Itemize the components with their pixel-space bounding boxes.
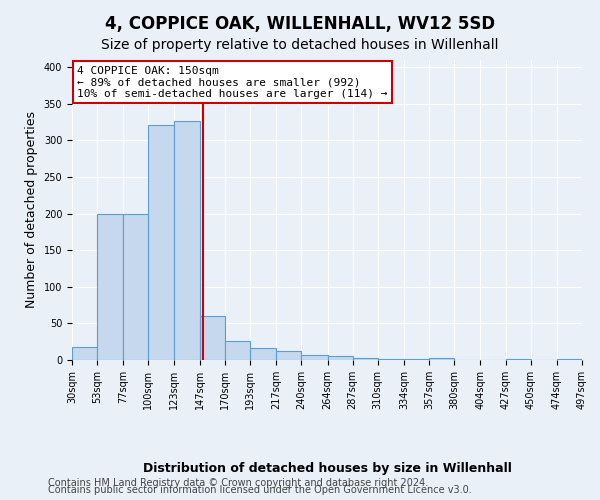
Text: Contains public sector information licensed under the Open Government Licence v3: Contains public sector information licen… (48, 485, 472, 495)
Y-axis label: Number of detached properties: Number of detached properties (25, 112, 38, 308)
Text: Size of property relative to detached houses in Willenhall: Size of property relative to detached ho… (101, 38, 499, 52)
Bar (250, 348, 276, 360)
Bar (506, 358, 530, 360)
Text: 4 COPPICE OAK: 150sqm
← 89% of detached houses are smaller (992)
10% of semi-det: 4 COPPICE OAK: 150sqm ← 89% of detached … (77, 66, 388, 99)
Bar (301, 355, 328, 360)
Bar (276, 351, 301, 360)
Text: Contains HM Land Registry data © Crown copyright and database right 2024.: Contains HM Land Registry data © Crown c… (48, 478, 428, 488)
Bar (97, 214, 124, 360)
Bar (148, 125, 173, 360)
Bar (173, 122, 200, 360)
X-axis label: Distribution of detached houses by size in Willenhall: Distribution of detached houses by size … (143, 462, 511, 475)
Bar (353, 358, 378, 360)
Bar (225, 341, 250, 360)
Bar (328, 356, 353, 360)
Bar (200, 316, 225, 360)
Bar (72, 347, 97, 360)
Bar (557, 358, 582, 360)
Bar (378, 358, 404, 360)
Text: 4, COPPICE OAK, WILLENHALL, WV12 5SD: 4, COPPICE OAK, WILLENHALL, WV12 5SD (105, 15, 495, 33)
Bar (429, 358, 454, 360)
Bar (124, 214, 148, 360)
